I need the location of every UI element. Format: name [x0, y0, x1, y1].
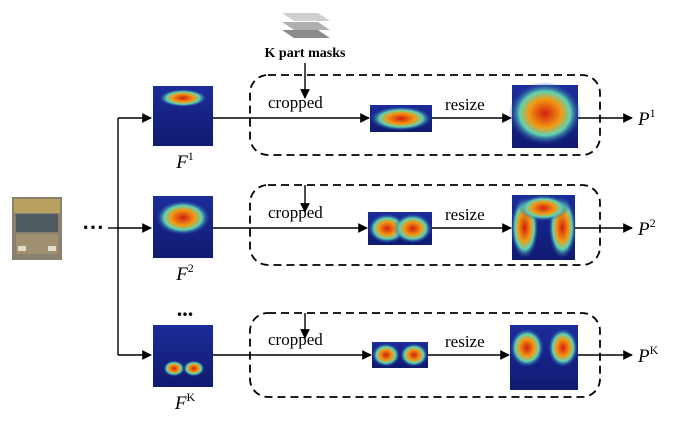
- crop-label: cropped: [268, 203, 323, 222]
- heatmap-image: [509, 82, 582, 148]
- heat-blob: [400, 343, 428, 366]
- heatmap-image: [368, 212, 432, 245]
- resize-label: resize: [445, 332, 485, 351]
- feature-label: F1: [175, 149, 194, 173]
- heatmap-image: [153, 86, 213, 146]
- input-image: [12, 197, 62, 260]
- heat-blob: [394, 214, 432, 244]
- output-label: PK: [637, 343, 659, 367]
- feature-label-base: F: [175, 264, 188, 285]
- mask-label: K part masks: [265, 46, 346, 61]
- heat-blob: [548, 328, 578, 367]
- heat-blob: [370, 106, 432, 130]
- output-label-base: P: [637, 109, 650, 130]
- input-ellipsis: ⋯: [82, 214, 104, 239]
- heat-blob: [156, 200, 210, 235]
- diagram: K part masks ⋯ ... F1croppedresizeP1F2cr…: [0, 0, 678, 422]
- heat-blob: [510, 328, 544, 367]
- output-label-sup: K: [650, 343, 659, 357]
- output-label: P1: [637, 106, 656, 130]
- crop-label: cropped: [268, 93, 323, 112]
- output-label: P2: [637, 216, 656, 240]
- heatmap-image: [372, 342, 428, 368]
- crop-label: cropped: [268, 330, 323, 349]
- heat-blob: [372, 343, 400, 366]
- heat-blob: [509, 82, 582, 145]
- heatmap-image: [510, 325, 578, 390]
- heatmap-image: [153, 325, 213, 387]
- heatmap-image: [153, 196, 213, 258]
- heat-blob: [183, 360, 205, 376]
- feature-label-base: F: [174, 393, 187, 414]
- heatmap-bg: [153, 325, 213, 387]
- heat-blob: [159, 89, 207, 107]
- feature-label-sup: 1: [188, 149, 194, 163]
- heat-blob: [518, 195, 568, 221]
- feature-label-base: F: [175, 152, 188, 173]
- resize-label: resize: [445, 205, 485, 224]
- feature-label: F2: [175, 261, 194, 285]
- heatmap-image: [370, 105, 432, 132]
- output-label-sup: 2: [650, 216, 656, 230]
- heatmap-image: [511, 195, 577, 260]
- feature-label-sup: 2: [188, 261, 194, 275]
- feature-label: FK: [174, 390, 196, 414]
- resize-label: resize: [445, 95, 485, 114]
- mask-stack-icon: [282, 13, 330, 38]
- heat-blob: [163, 360, 185, 376]
- output-label-base: P: [637, 219, 650, 240]
- output-label-base: P: [637, 346, 650, 367]
- output-label-sup: 1: [650, 106, 656, 120]
- row-ellipsis: ...: [177, 296, 194, 321]
- feature-label-sup: K: [186, 390, 195, 404]
